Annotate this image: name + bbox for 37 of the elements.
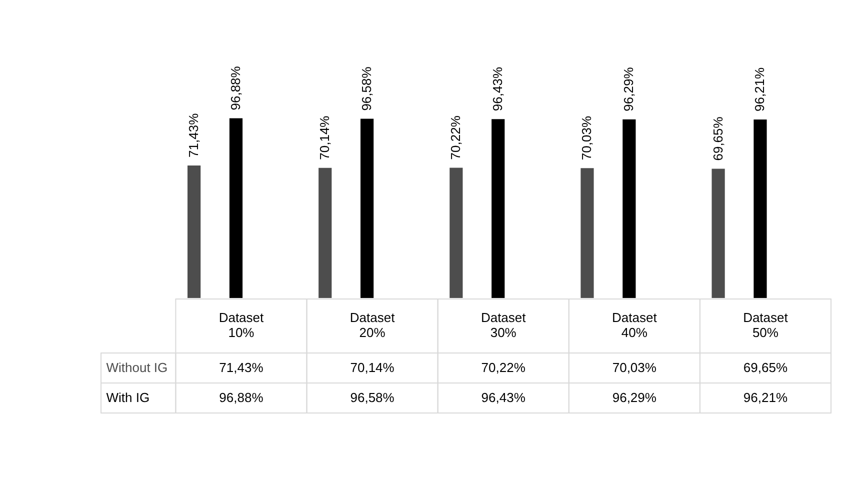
bar (360, 118, 374, 298)
text: With IG (106, 390, 150, 405)
data-label: 71,43% (219, 360, 264, 375)
x-tick-label: Dataset 50% (743, 310, 788, 340)
text: Without IG (106, 360, 168, 375)
bar (622, 119, 636, 298)
data-label: 69,65% (743, 360, 788, 375)
x-tick-label: Dataset 40% (612, 310, 658, 340)
bar (492, 119, 505, 298)
data-label: 96,88% (228, 66, 243, 110)
bar (188, 165, 201, 298)
text: 96,29% (612, 390, 656, 405)
text: 71,43% (186, 113, 202, 158)
text: 70,22% (448, 116, 464, 160)
bar (229, 118, 243, 298)
data-label: 70,14% (350, 360, 395, 375)
text: 70,14% (317, 116, 332, 160)
data-label: 70,22% (481, 360, 526, 375)
x-tick-label: Dataset 30% (480, 310, 526, 340)
data-label: 70,03% (612, 360, 657, 375)
x-tick-label: Dataset 20% (350, 310, 396, 340)
bar (580, 168, 594, 298)
data-label: 96,21% (752, 66, 768, 112)
data-label: 96,43% (490, 66, 506, 112)
text: 70,03% (579, 116, 594, 160)
text: 69,65% (710, 116, 726, 161)
text: 96,43% (481, 390, 526, 405)
bar (450, 168, 463, 298)
x-tick-label: Dataset 10% (218, 310, 264, 340)
text: 96,21% (743, 390, 788, 405)
data-label: 96,29% (621, 66, 636, 112)
text: 96,58% (350, 390, 394, 405)
bar (712, 168, 725, 298)
bar (754, 119, 767, 298)
data-label: 96,58% (359, 66, 374, 111)
text: 96,88% (219, 390, 264, 405)
bar (318, 168, 332, 298)
